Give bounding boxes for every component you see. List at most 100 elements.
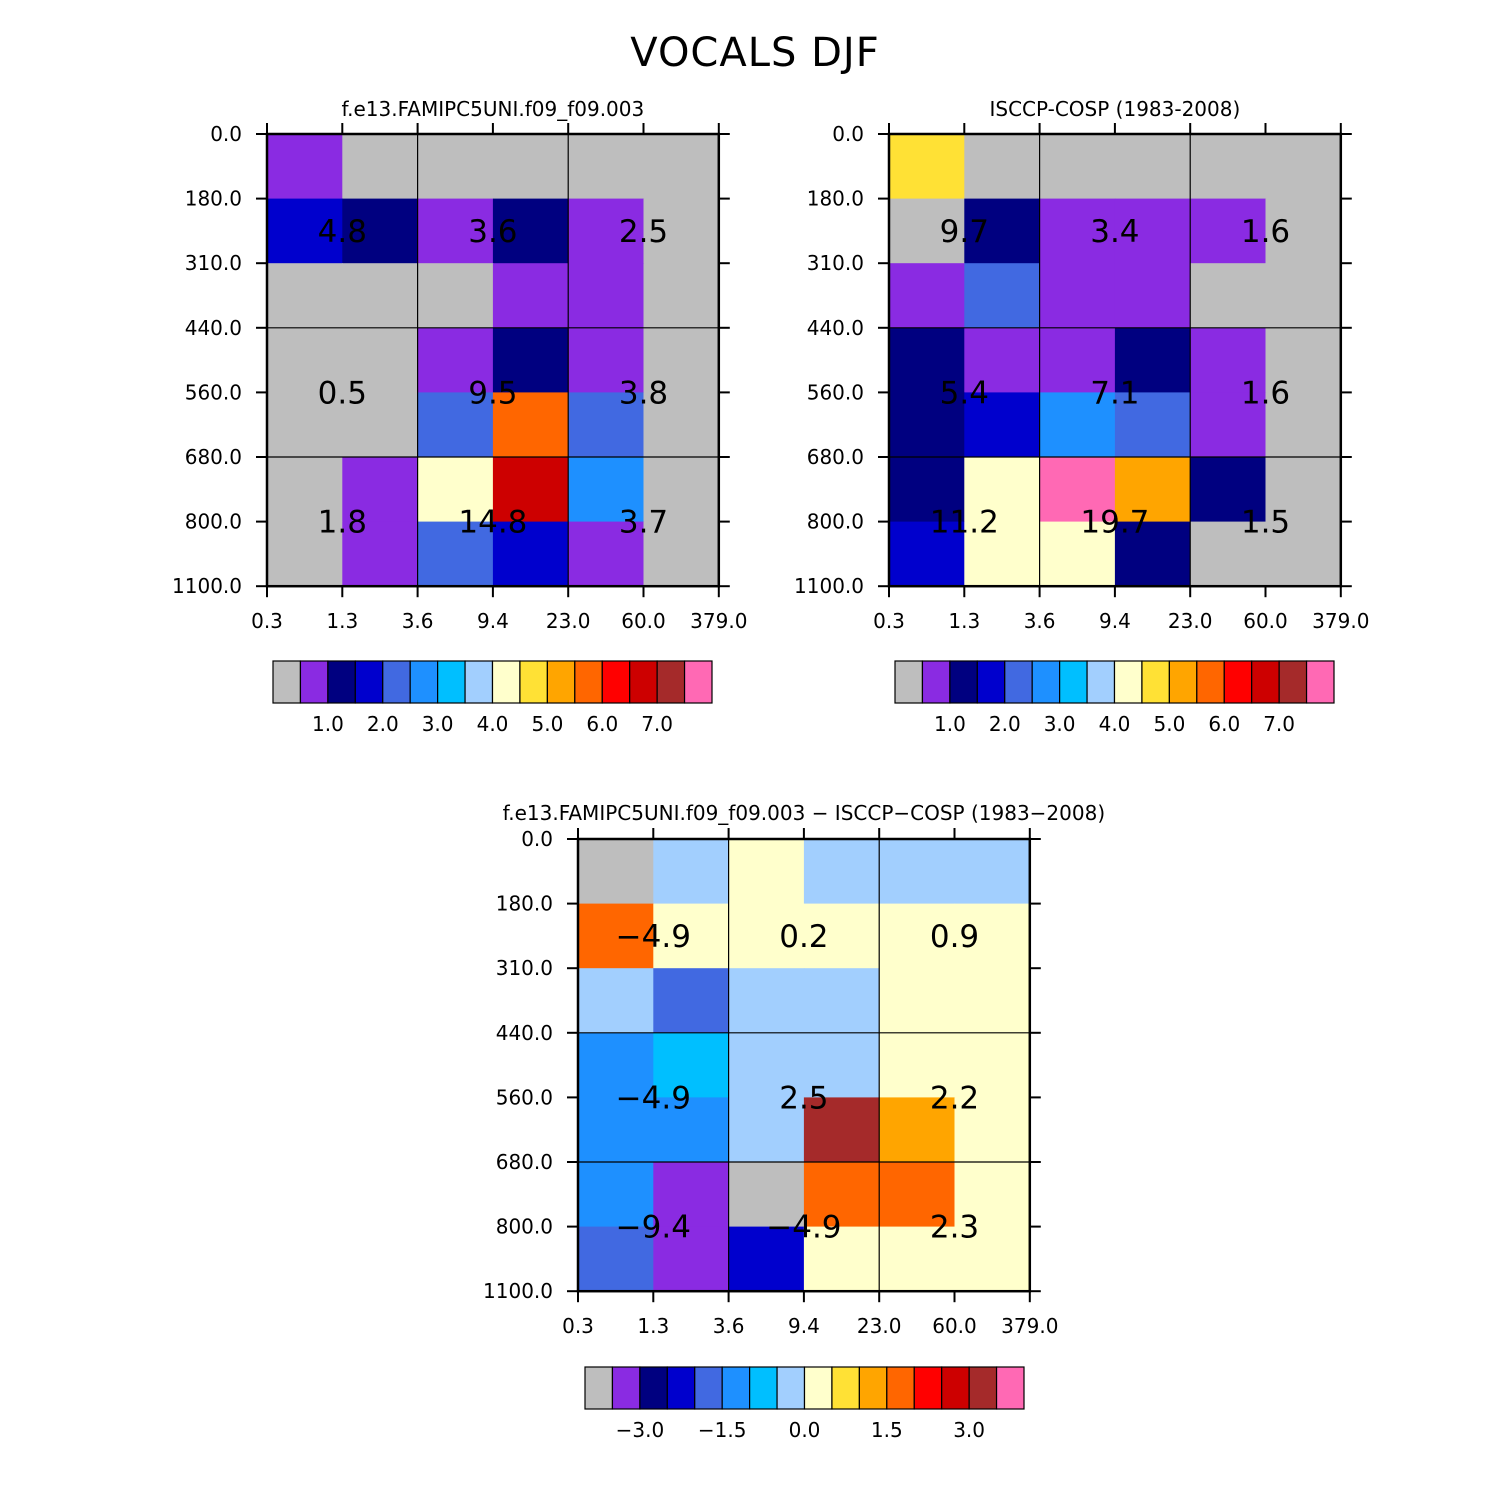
region-value: −4.9 [766, 1210, 841, 1246]
heat-cell [964, 457, 1041, 523]
x-tick-label: 1.3 [948, 609, 980, 633]
colorbar-swatch [894, 660, 924, 704]
heat-cell [492, 198, 569, 264]
heat-cell [342, 392, 419, 458]
y-tick-label: 0.0 [210, 122, 242, 146]
heat-cell [1190, 134, 1267, 200]
heat-cell [1114, 327, 1191, 393]
heat-cell [964, 392, 1041, 458]
heat-cell [964, 263, 1041, 329]
x-tick-label: 60.0 [1243, 609, 1288, 633]
heat-cell [643, 263, 720, 329]
y-tick-label: 310.0 [807, 251, 864, 275]
region-value: 3.4 [1090, 214, 1139, 250]
colorbar-swatch [354, 660, 384, 704]
heat-cell [1265, 198, 1342, 264]
heat-cell [964, 521, 1041, 587]
x-tick-label: 23.0 [546, 609, 591, 633]
heat-cell [1114, 392, 1191, 458]
heat-cell [568, 134, 645, 200]
heat-cell [1039, 198, 1116, 264]
colorbar-swatch [1305, 660, 1335, 704]
heat-cell [342, 134, 419, 200]
x-tick-label: 3.6 [402, 609, 434, 633]
heat-cell [889, 457, 965, 523]
heat-cell [417, 327, 494, 393]
heat-cell [954, 1226, 1031, 1292]
colorbar-label: 1.5 [871, 1418, 903, 1442]
region-value: 0.2 [779, 919, 828, 955]
heat-cell [1265, 134, 1342, 200]
y-tick-label: 800.0 [185, 510, 242, 534]
heat-cell [728, 903, 805, 969]
heat-cell [1265, 263, 1342, 329]
region-value: 3.6 [468, 214, 517, 250]
heat-cell [1190, 327, 1267, 393]
heat-cell [954, 968, 1031, 1034]
heat-cell [728, 839, 805, 905]
heat-cell [267, 263, 343, 329]
y-tick-label: 800.0 [496, 1215, 553, 1239]
heat-cell [803, 903, 880, 969]
y-tick-label: 0.0 [832, 122, 864, 146]
heat-cell [1114, 263, 1191, 329]
colorbar-swatch [1059, 660, 1088, 704]
heat-cell [803, 1162, 880, 1228]
x-tick-label: 60.0 [621, 609, 666, 633]
x-tick-label: 23.0 [857, 1314, 902, 1338]
colorbar-swatch [858, 1366, 888, 1410]
heat-cell [1265, 521, 1342, 587]
region-value: 0.9 [930, 919, 979, 955]
colorbar-label: −3.0 [616, 1418, 665, 1442]
heat-cell [578, 968, 654, 1034]
x-tick-label: 9.4 [477, 609, 509, 633]
y-tick-label: 560.0 [496, 1085, 553, 1109]
heat-cell [1039, 327, 1116, 393]
colorbar-swatch [574, 660, 603, 704]
colorbar-swatch [584, 1366, 614, 1410]
region-value: −9.4 [616, 1210, 691, 1246]
colorbar-swatch [803, 1366, 833, 1410]
colorbar-label: −1.5 [698, 1418, 747, 1442]
colorbar-swatch [629, 660, 658, 704]
heat-cell [267, 457, 343, 523]
colorbar-label: 0.0 [789, 1418, 821, 1442]
heat-cell [643, 521, 720, 587]
heat-cell [492, 134, 569, 200]
heat-cell [417, 392, 494, 458]
colorbar-label: 5.0 [1153, 712, 1185, 736]
heat-cell [643, 392, 720, 458]
colorbar-swatch [272, 660, 302, 704]
heat-cell [568, 392, 645, 458]
region-value: 1.5 [1241, 505, 1290, 541]
heat-cell [954, 1162, 1031, 1228]
colorbar-label: 3.0 [422, 712, 454, 736]
colorbar-label: 6.0 [586, 712, 618, 736]
region-value: 0.5 [318, 375, 367, 411]
heat-cell [492, 263, 569, 329]
heat-cell [964, 198, 1041, 264]
colorbar-swatch [1223, 660, 1253, 704]
colorbar-label: 5.0 [531, 712, 563, 736]
heat-cell [1265, 457, 1342, 523]
heat-cell [342, 457, 419, 523]
heat-cell [578, 1162, 654, 1228]
colorbar-swatch [611, 1366, 641, 1410]
heat-cell [803, 839, 880, 905]
colorbar-swatch [921, 660, 951, 704]
heat-cell [492, 392, 569, 458]
colorbar-label: 6.0 [1208, 712, 1240, 736]
colorbar-label: 4.0 [477, 712, 509, 736]
heat-cell [1039, 263, 1116, 329]
heat-cell [492, 327, 569, 393]
region-value: 9.7 [940, 214, 989, 250]
heat-cell [1190, 521, 1267, 587]
heat-cell [889, 134, 965, 200]
y-tick-label: 440.0 [185, 316, 242, 340]
colorbar-swatch [941, 1366, 970, 1410]
colorbar-swatch [683, 660, 713, 704]
heat-cell [1190, 263, 1267, 329]
colorbar-swatch [519, 660, 548, 704]
heat-cell [803, 1097, 880, 1163]
